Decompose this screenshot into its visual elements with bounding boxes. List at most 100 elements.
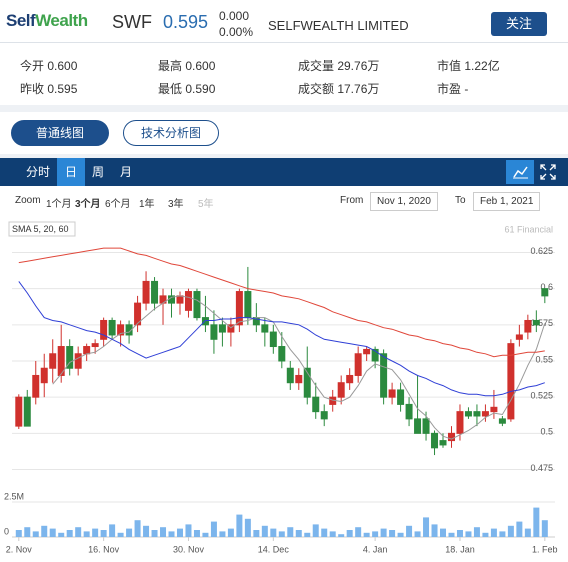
period-tab[interactable]: 分时 xyxy=(25,165,50,179)
candle-body xyxy=(278,346,286,362)
candle-body xyxy=(91,343,99,348)
x-tick-label: 18. Jan xyxy=(445,544,475,554)
zoom-button[interactable]: 6个月 xyxy=(105,199,131,210)
change: 0.000 xyxy=(219,9,250,23)
stat: 昨收 0.595 xyxy=(20,82,78,96)
volume-bar xyxy=(456,530,463,537)
from-date[interactable]: Nov 1, 2020 xyxy=(370,192,438,211)
header: SelfWealth SWF 0.595 0.000 0.00% SELFWEA… xyxy=(0,0,568,43)
volume-bar xyxy=(346,530,353,537)
volume-bar xyxy=(541,520,548,537)
y-tick-label: 0.6 xyxy=(540,282,553,292)
candle-body xyxy=(320,411,328,420)
candle-body xyxy=(490,406,498,413)
y-tick-label: 0.575 xyxy=(530,318,553,328)
follow-button[interactable]: 关注 xyxy=(491,12,547,36)
period-tab[interactable]: 日 xyxy=(57,158,85,186)
chart-type-button[interactable] xyxy=(506,160,534,184)
period-tab[interactable]: 月 xyxy=(119,165,132,179)
candle-body xyxy=(15,396,23,427)
candle-body xyxy=(74,353,82,369)
zoom-button[interactable]: 1年 xyxy=(139,199,155,210)
volume-bar xyxy=(389,530,396,537)
zoom-label: Zoom xyxy=(15,195,41,206)
volume-bar xyxy=(448,532,455,537)
volume-bar xyxy=(363,532,370,537)
candle-body xyxy=(193,291,201,319)
x-tick-label: 2. Nov xyxy=(6,544,33,554)
candle-body xyxy=(100,319,108,340)
volume-bar xyxy=(24,527,31,537)
volume-bar xyxy=(227,528,234,537)
x-tick-label: 1. Feb xyxy=(532,544,558,554)
volume-bar xyxy=(423,517,430,537)
candle-body xyxy=(235,291,243,326)
candle-body xyxy=(507,343,515,420)
candle-body xyxy=(456,411,464,434)
volume-bar xyxy=(490,528,497,537)
candle-body xyxy=(142,280,150,304)
volume-tick-label: 0 xyxy=(4,526,9,536)
to-label: To xyxy=(455,195,466,206)
volume-bar xyxy=(236,514,243,537)
candle-body xyxy=(363,348,371,355)
candle-body xyxy=(40,367,48,384)
candle-body xyxy=(57,346,65,376)
candle-body xyxy=(515,334,523,340)
fullscreen-button[interactable] xyxy=(538,162,558,182)
volume-bar xyxy=(261,525,268,537)
to-date[interactable]: Feb 1, 2021 xyxy=(473,192,541,211)
stat: 今开 0.600 xyxy=(20,59,78,73)
chart: SMA 5, 20, 60 61 Financial 0.475 0.5 0.525 0.… xyxy=(0,216,568,562)
volume-bar xyxy=(126,528,133,537)
view-tab[interactable]: 技术分析图 xyxy=(123,120,219,146)
volume-bar xyxy=(304,532,311,537)
volume-bar xyxy=(193,530,200,537)
volume-bar xyxy=(151,530,158,537)
volume-bar xyxy=(168,531,175,537)
candle-body xyxy=(447,432,455,442)
volume-bar xyxy=(75,527,82,537)
candle-body xyxy=(227,324,235,333)
candle-body xyxy=(439,440,447,446)
volume-bar xyxy=(499,531,506,537)
volume-bar xyxy=(524,528,531,537)
volume-bar xyxy=(176,528,183,537)
candle-body xyxy=(303,367,311,398)
volume-bar xyxy=(253,530,260,537)
volume-bar xyxy=(287,527,294,537)
indicator-box xyxy=(8,221,76,237)
candle-body xyxy=(108,319,116,336)
volume-bar xyxy=(482,532,489,537)
zoom-button[interactable]: 3年 xyxy=(168,199,184,210)
range-selector: Zoom 1个月 3个月 6个月 1年 3年 5年 From Nov 1, 2020 To Feb … xyxy=(0,186,568,216)
candle-body xyxy=(481,411,489,417)
candle-body xyxy=(184,291,192,311)
y-tick-label: 0.625 xyxy=(530,246,553,256)
zoom-button[interactable]: 1个月 xyxy=(46,199,72,210)
company-name: SELFWEALTH LIMITED xyxy=(268,18,409,33)
volume-bar xyxy=(278,531,285,537)
volume-bar xyxy=(473,527,480,537)
candle-body xyxy=(422,418,430,434)
candle-body xyxy=(261,324,269,333)
volume-bar xyxy=(372,531,379,537)
volume-bar xyxy=(185,524,192,537)
candle-body xyxy=(371,348,379,362)
y-tick-label: 0.5 xyxy=(540,427,553,437)
candle-body xyxy=(125,324,133,336)
zoom-button[interactable]: 3个月 xyxy=(75,199,101,210)
period-tab[interactable]: 周 xyxy=(91,165,104,179)
zoom-button[interactable]: 5年 xyxy=(198,199,214,210)
from-label: From xyxy=(340,195,364,206)
logo[interactable]: SelfWealth xyxy=(6,11,88,31)
stat: 最高 0.600 xyxy=(158,59,216,73)
x-tick-label: 4. Jan xyxy=(363,544,388,554)
x-tick-label: 14. Dec xyxy=(258,544,290,554)
candle-body xyxy=(388,389,396,398)
candle-body xyxy=(346,374,354,384)
view-tab[interactable]: 普通线图 xyxy=(11,120,109,146)
symbol: SWF xyxy=(112,12,152,32)
stat: 市盈 - xyxy=(437,82,469,96)
